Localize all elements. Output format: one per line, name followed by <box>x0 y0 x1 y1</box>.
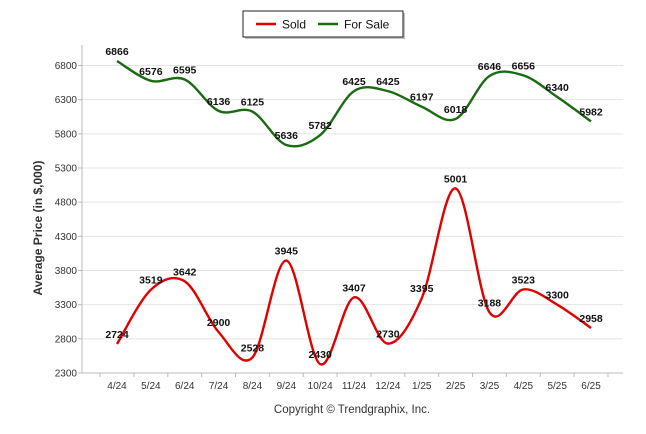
data-label-for-sale: 6866 <box>105 46 129 58</box>
y-tick-label: 3300 <box>55 300 78 311</box>
y-tick-label: 4800 <box>55 198 78 209</box>
x-tick-label: 6/24 <box>175 381 195 392</box>
data-label-for-sale: 6125 <box>241 97 265 109</box>
series-line-sold <box>115 187 592 366</box>
x-tick-label: 1/25 <box>412 381 432 392</box>
x-axis-ticks: 4/24 5/24 6/24 7/24 8/24 9/24 10/24 11/24 12/24 1… <box>99 373 609 392</box>
data-label-sold: 3395 <box>410 283 434 295</box>
data-label-sold: 3642 <box>173 266 197 278</box>
x-tick-label: 10/24 <box>308 381 333 392</box>
y-tick-label: 5800 <box>55 129 78 140</box>
data-label-sold: 5001 <box>444 173 468 185</box>
x-tick-label: 7/24 <box>209 381 229 392</box>
x-tick-label: 5/24 <box>141 381 161 392</box>
data-label-sold: 2430 <box>308 349 332 361</box>
data-label-sold: 3945 <box>275 246 299 258</box>
data-label-for-sale: 6340 <box>546 82 570 94</box>
x-tick-label: 8/24 <box>243 381 263 392</box>
x-tick-label: 2/25 <box>446 381 466 392</box>
data-label-for-sale: 6595 <box>173 65 197 77</box>
data-label-for-sale: 6656 <box>512 60 536 72</box>
data-label-for-sale: 6646 <box>478 61 502 73</box>
x-tick-label: 9/24 <box>277 381 297 392</box>
data-label-sold: 2900 <box>207 317 231 329</box>
data-label-for-sale: 6425 <box>342 76 366 88</box>
data-label-for-sale: 6018 <box>444 104 468 116</box>
data-label-sold: 3407 <box>342 282 366 294</box>
y-tick-label: 5300 <box>55 164 78 175</box>
y-tick-label: 2800 <box>55 334 78 345</box>
x-tick-label: 12/24 <box>375 381 400 392</box>
y-tick-label: 4300 <box>55 232 78 243</box>
data-label-sold: 3519 <box>139 275 163 287</box>
y-axis-ticks: 2300 2800 3300 3800 4300 4800 5300 5800 6300 6800 <box>55 61 82 380</box>
x-tick-label: 3/25 <box>480 381 500 392</box>
legend-label-for-sale: For Sale <box>344 18 390 32</box>
data-label-for-sale: 5982 <box>579 106 603 118</box>
x-tick-label: 4/24 <box>107 381 127 392</box>
y-axis-title: Average Price (in $,000) <box>31 161 45 296</box>
x-tick-label: 4/25 <box>514 381 534 392</box>
x-tick-label: 6/25 <box>581 381 601 392</box>
x-tick-label: 5/25 <box>547 381 567 392</box>
data-label-sold: 2730 <box>376 329 400 341</box>
series-lines <box>115 59 592 366</box>
data-label-for-sale: 5782 <box>308 120 332 132</box>
data-label-for-sale: 6136 <box>207 96 231 108</box>
series-line-for-sale <box>116 59 592 148</box>
data-labels: 2724 3519 3642 2900 2528 3945 2430 3407 2730 3395… <box>105 46 603 361</box>
axes <box>81 45 623 374</box>
copyright-credit: Copyright © Trendgraphix, Inc. <box>274 404 430 416</box>
data-label-sold: 3188 <box>478 297 502 309</box>
data-label-sold: 2528 <box>241 342 265 354</box>
data-label-for-sale: 6425 <box>376 76 400 88</box>
data-label-sold: 3523 <box>512 274 536 286</box>
legend-label-sold: Sold <box>282 18 306 32</box>
data-label-sold: 2724 <box>105 329 129 341</box>
x-tick-label: 11/24 <box>342 381 367 392</box>
y-tick-label: 6800 <box>55 61 78 72</box>
y-tick-label: 3800 <box>55 266 78 277</box>
legend: Sold For Sale <box>242 10 405 39</box>
data-label-for-sale: 5636 <box>275 130 299 142</box>
grid-lines <box>82 65 623 340</box>
data-label-for-sale: 6197 <box>410 92 434 104</box>
data-label-sold: 2958 <box>579 313 603 325</box>
data-label-sold: 3300 <box>546 290 570 302</box>
y-tick-label: 2300 <box>55 369 78 380</box>
y-tick-label: 6300 <box>55 95 78 106</box>
data-label-for-sale: 6576 <box>139 66 163 78</box>
